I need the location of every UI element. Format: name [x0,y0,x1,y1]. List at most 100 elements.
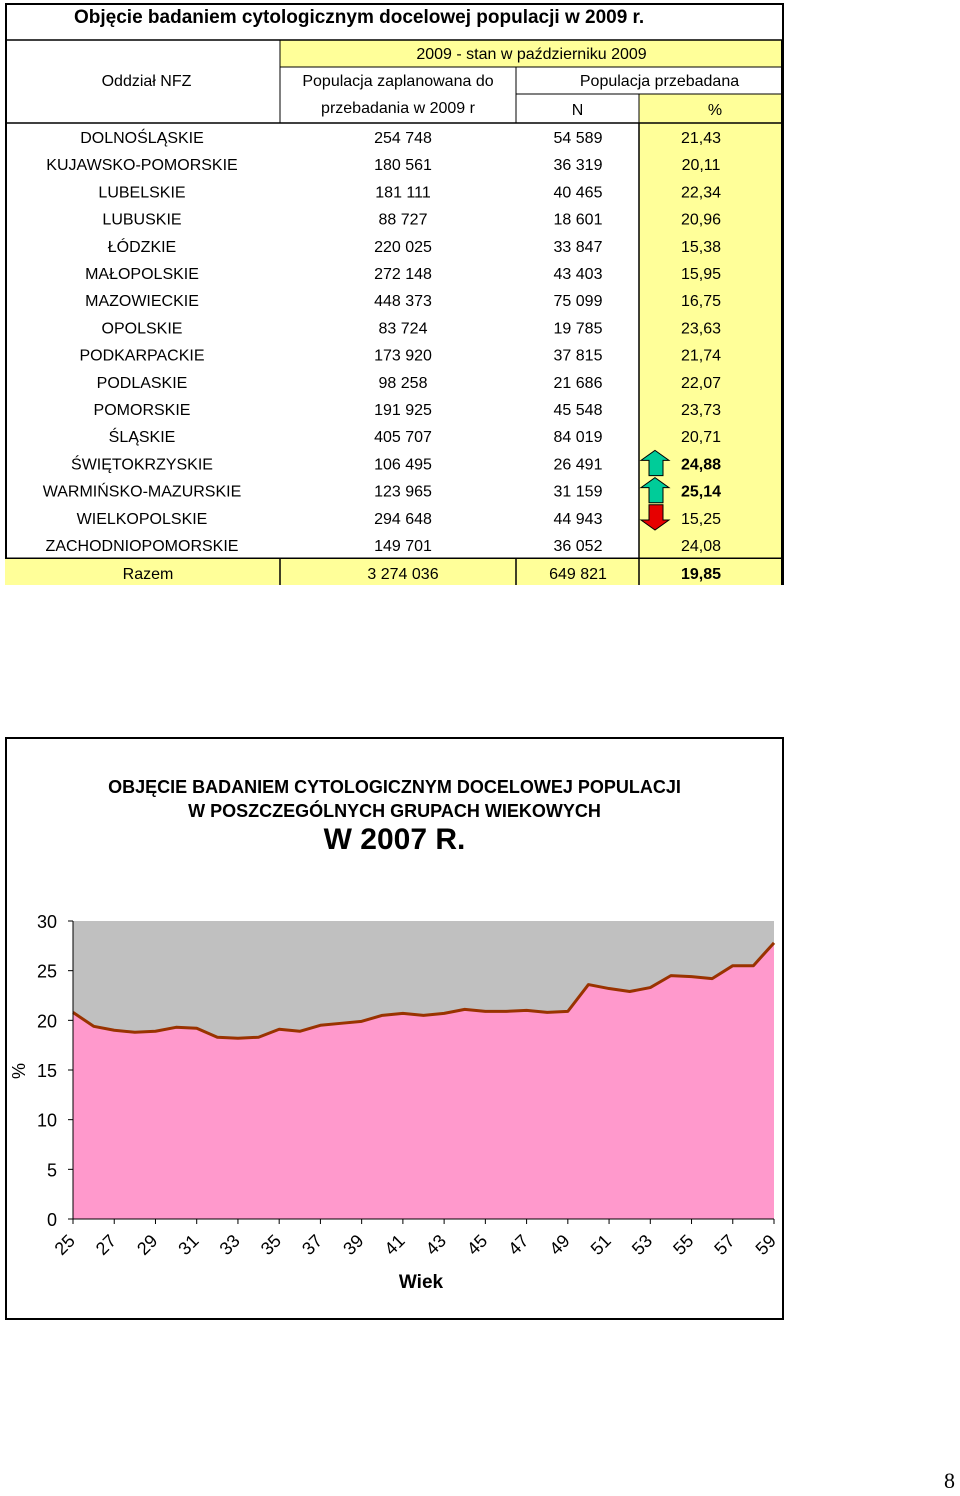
row-branch: KUJAWSKO-POMORSKIE [46,157,237,174]
table-row: OPOLSKIE 83 724 19 785 23,63 [102,320,722,337]
x-tick-label: 41 [380,1231,408,1259]
row-examined-n: 75 099 [554,293,603,310]
row-planned: 254 748 [374,130,432,147]
row-planned: 149 701 [374,538,432,555]
row-branch: ŚLĄSKIE [109,427,176,446]
header-period-bg [280,40,783,67]
row-planned: 180 561 [374,157,432,174]
y-tick-label: 25 [37,962,57,982]
row-branch: OPOLSKIE [102,320,183,337]
row-examined-pct: 23,63 [681,320,721,337]
x-tick-label: 37 [298,1231,326,1259]
area-series-line [72,941,776,1040]
table-row: KUJAWSKO-POMORSKIE 180 561 36 319 20,11 [46,157,720,174]
row-examined-pct: 20,96 [681,212,721,229]
row-branch: WIELKOPOLSKIE [77,511,208,528]
chart-title-line-2: W POSZCZEGÓLNYCH GRUPACH WIEKOWYCH [188,801,601,821]
age-coverage-chart: 0 5 10 15 20 25 30 25 27 29 31 33 35 37 39 41 43 45 47 49 51… [9,912,780,1293]
page-number: 8 [944,1468,955,1493]
x-tick-label: 47 [504,1231,532,1259]
row-planned: 448 373 [374,293,432,310]
header-pct: % [708,102,722,119]
row-branch: MAŁOPOLSKIE [85,266,199,283]
row-examined-n: 84 019 [554,429,603,446]
row-examined-pct: 25,14 [681,484,721,501]
y-tick-label: 5 [47,1160,57,1180]
table-row: LUBELSKIE 181 111 40 465 22,34 [98,184,721,201]
table-row: MAZOWIECKIE 448 373 75 099 16,75 [85,293,721,310]
row-planned: 272 148 [374,266,432,283]
y-tick-label: 15 [37,1061,57,1081]
row-examined-pct: 22,34 [681,184,721,201]
row-examined-n: 36 052 [554,538,603,555]
x-tick-label: 43 [422,1231,450,1259]
table-row: POMORSKIE 191 925 45 548 23,73 [94,402,722,419]
table-row: MAŁOPOLSKIE 272 148 43 403 15,95 [85,266,721,283]
x-tick-label: 49 [545,1231,573,1259]
x-tick-label: 55 [669,1231,697,1259]
header-examined: Populacja przebadana [580,73,739,90]
row-examined-n: 31 159 [554,484,603,501]
header-n: N [572,102,584,119]
row-examined-pct: 15,38 [681,239,721,256]
x-tick-label: 51 [587,1231,615,1259]
x-tick-label: 53 [628,1231,656,1259]
row-examined-pct: 23,73 [681,402,721,419]
row-examined-n: 18 601 [554,212,603,229]
row-branch: PODKARPACKIE [79,348,204,365]
table-row: WARMIŃSKO-MAZURSKIE 123 965 31 159 25,14 [43,476,721,504]
row-examined-pct: 15,95 [681,266,721,283]
total-row-bg [5,558,783,585]
row-branch: POMORSKIE [94,402,191,419]
row-examined-n: 19 785 [554,320,603,337]
table-row: PODLASKIE 98 258 21 686 22,07 [97,375,721,392]
header-planned-line-2: przebadania w 2009 r [321,100,476,117]
row-examined-pct: 16,75 [681,293,721,310]
table-row: LUBUSKIE 88 727 18 601 20,96 [102,212,721,229]
table-row: PODKARPACKIE 173 920 37 815 21,74 [79,348,721,365]
row-branch: PODLASKIE [97,375,188,392]
row-branch: ŚWIĘTOKRZYSKIE [71,454,213,473]
row-planned: 405 707 [374,429,432,446]
area-fill [73,942,774,1219]
row-examined-pct: 21,74 [681,348,721,365]
row-examined-n: 26 491 [554,456,603,473]
y-tick-label: 10 [37,1111,57,1131]
row-branch: DOLNOŚLĄSKIE [80,128,204,147]
x-tick-label: 59 [752,1231,780,1259]
row-examined-n: 44 943 [554,511,603,528]
row-examined-pct: 24,88 [681,456,721,473]
header-pct-bg [639,94,783,123]
y-tick-label: 20 [37,1011,57,1031]
row-examined-pct: 20,11 [682,157,721,174]
y-tick-label: 30 [37,912,57,932]
row-planned: 220 025 [374,239,432,256]
header-branch: Oddział NFZ [102,73,192,90]
coverage-table: 2009 - stan w październiku 2009 Oddział N… [5,39,783,585]
row-examined-pct: 21,43 [681,130,721,147]
total-examined-pct: 19,85 [681,566,721,583]
arrow-up-icon [639,449,671,477]
row-examined-n: 54 589 [554,130,603,147]
x-tick-label: 33 [216,1231,244,1259]
row-branch: MAZOWIECKIE [85,293,199,310]
row-branch: WARMIŃSKO-MAZURSKIE [43,482,242,501]
x-tick-label: 27 [92,1231,120,1259]
row-planned: 191 925 [374,402,432,419]
row-branch: ZACHODNIOPOMORSKIE [46,538,239,555]
row-planned: 294 648 [374,511,432,528]
row-examined-pct: 24,08 [681,538,721,555]
row-branch: ŁÓDZKIE [108,237,176,256]
row-planned: 181 111 [375,184,431,201]
arrow-down-icon [639,504,671,531]
total-label: Razem [123,566,174,583]
row-examined-n: 37 815 [554,348,603,365]
header-planned-line-1: Populacja zaplanowana do [302,73,493,90]
row-examined-n: 43 403 [554,266,603,283]
total-planned: 3 274 036 [367,566,438,583]
x-tick-label: 29 [133,1231,161,1259]
table-row: WIELKOPOLSKIE 294 648 44 943 15,25 [77,504,721,531]
arrow-up-icon [639,476,671,504]
row-branch: LUBELSKIE [98,184,185,201]
table-row: DOLNOŚLĄSKIE 254 748 54 589 21,43 [80,128,721,147]
